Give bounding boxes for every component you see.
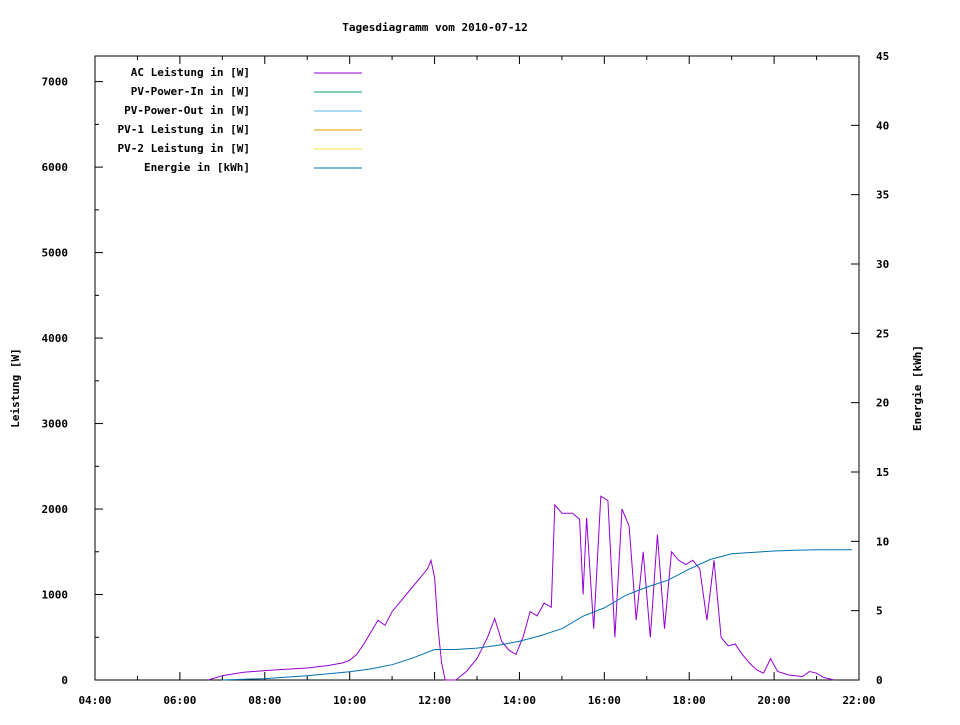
x-tick-label: 10:00 (333, 694, 366, 707)
legend-label: Energie in [kWh] (144, 161, 250, 174)
y-tick-label: 4000 (42, 332, 69, 345)
legend-label: PV-Power-In in [W] (131, 85, 250, 98)
y2-tick-label: 30 (876, 258, 889, 271)
y-tick-label: 1000 (42, 589, 69, 602)
x-tick-label: 06:00 (163, 694, 196, 707)
series-lines (208, 495, 852, 681)
y-tick-label: 6000 (42, 161, 69, 174)
y2-tick-label: 25 (876, 327, 889, 340)
y-tick-label: 0 (61, 674, 68, 687)
x-tick-label: 16:00 (588, 694, 621, 707)
chart-title: Tagesdiagramm vom 2010-07-12 (342, 21, 527, 34)
axes-ticks: 04:00 06:00 08:00 10:00 12:00 14:00 16:00 18:00… (42, 50, 890, 707)
x-tick-label: 18:00 (673, 694, 706, 707)
x-tick-label: 20:00 (758, 694, 791, 707)
y2-tick-label: 15 (876, 466, 889, 479)
legend-label: PV-Power-Out in [W] (124, 104, 250, 117)
y2-tick-label: 10 (876, 535, 889, 548)
y2-tick-label: 35 (876, 189, 889, 202)
y-tick-label: 2000 (42, 503, 69, 516)
x-tick-label: 04:00 (78, 694, 111, 707)
series-line-5 (222, 549, 852, 681)
y-tick-label: 7000 (42, 76, 69, 89)
y2-tick-label: 45 (876, 50, 889, 63)
y-tick-label: 5000 (42, 247, 69, 260)
legend-label: PV-1 Leistung in [W] (118, 123, 250, 136)
legend-label: PV-2 Leistung in [W] (118, 142, 250, 155)
y2-tick-label: 40 (876, 119, 889, 132)
y-tick-label: 3000 (42, 418, 69, 431)
legend: AC Leistung in [W] PV-Power-In in [W] PV-P… (118, 66, 362, 174)
x-tick-label: 22:00 (842, 694, 875, 707)
y2-tick-label: 20 (876, 397, 889, 410)
x-tick-label: 08:00 (248, 694, 281, 707)
y2-axis-label: Energie [kWh] (911, 345, 924, 431)
y2-tick-label: 5 (876, 605, 883, 618)
series-line-0 (208, 495, 835, 681)
y2-tick-label: 0 (876, 674, 883, 687)
x-tick-label: 12:00 (418, 694, 451, 707)
x-tick-label: 14:00 (503, 694, 536, 707)
y-axis-label: Leistung [W] (9, 348, 22, 427)
legend-label: AC Leistung in [W] (131, 66, 250, 79)
